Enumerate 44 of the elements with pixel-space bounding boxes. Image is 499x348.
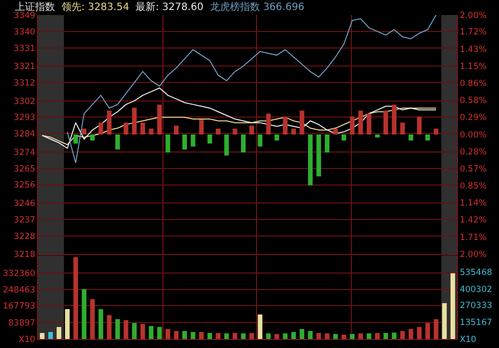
y2-tick-label: 0.85%	[460, 181, 487, 192]
y2-tick-label: 1.15%	[460, 62, 487, 72]
chart-title: 上证指数	[15, 1, 55, 13]
y-tick-label: 3228	[14, 232, 36, 242]
y2-tick-label: 2.00%	[460, 250, 487, 260]
y-tick-label: 332360	[2, 268, 36, 279]
y-tick-label: 3274	[14, 148, 36, 158]
y2-tick-label: 0.86%	[460, 79, 487, 90]
y-tick-label: X10	[18, 334, 36, 345]
y2-tick-label: X10	[460, 334, 476, 345]
y-tick-label: 3265	[14, 164, 36, 174]
y2-tick-label: 0.57%	[460, 164, 487, 175]
y-tick-label: 3237	[14, 215, 36, 226]
y2-tick-label: 1.71%	[460, 232, 487, 243]
y2-tick-label: 400302	[460, 284, 492, 295]
y2-tick-label: 1.14%	[460, 198, 487, 209]
text: 最新: 3278.60	[136, 1, 204, 13]
y2-tick-label: 0.58%	[460, 96, 487, 106]
y-tick-label: 3293	[14, 113, 36, 124]
y-tick-label: 3302	[14, 96, 36, 107]
y-tick-label: 83897	[8, 318, 36, 328]
y-tick-label: 3312	[14, 78, 36, 89]
y2-tick-label: 135167	[460, 318, 492, 328]
y2-tick-label: 0.28%	[460, 147, 487, 158]
y-tick-label: 3256	[14, 180, 36, 191]
y-tick-label: 3331	[14, 44, 36, 54]
y2-tick-label: 270333	[460, 301, 492, 312]
y-tick-label: 3349	[14, 10, 36, 21]
y2-tick-label: 0.29%	[460, 113, 487, 124]
y-tick-label: 248463	[2, 285, 36, 296]
y-tick-label: 3321	[14, 62, 36, 72]
y2-tick-label: 1.42%	[460, 215, 487, 226]
text: 领先: 3283.54	[61, 1, 130, 13]
y-tick-label: 3284	[14, 130, 36, 140]
y-tick-label: 3218	[14, 250, 36, 260]
y-tick-label: 3340	[14, 27, 36, 38]
y2-tick-label: 1.72%	[460, 28, 487, 38]
y2-tick-label: 1.43%	[460, 45, 487, 56]
y-tick-label: 3246	[14, 198, 36, 209]
y-tick-label: 167793	[2, 302, 36, 312]
y2-tick-label: 2.00%	[460, 10, 487, 21]
y2-tick-label: 0.00%	[460, 130, 487, 141]
text: 龙虎榜指数 366.696	[210, 1, 304, 13]
y2-tick-label: 535468	[460, 268, 492, 278]
